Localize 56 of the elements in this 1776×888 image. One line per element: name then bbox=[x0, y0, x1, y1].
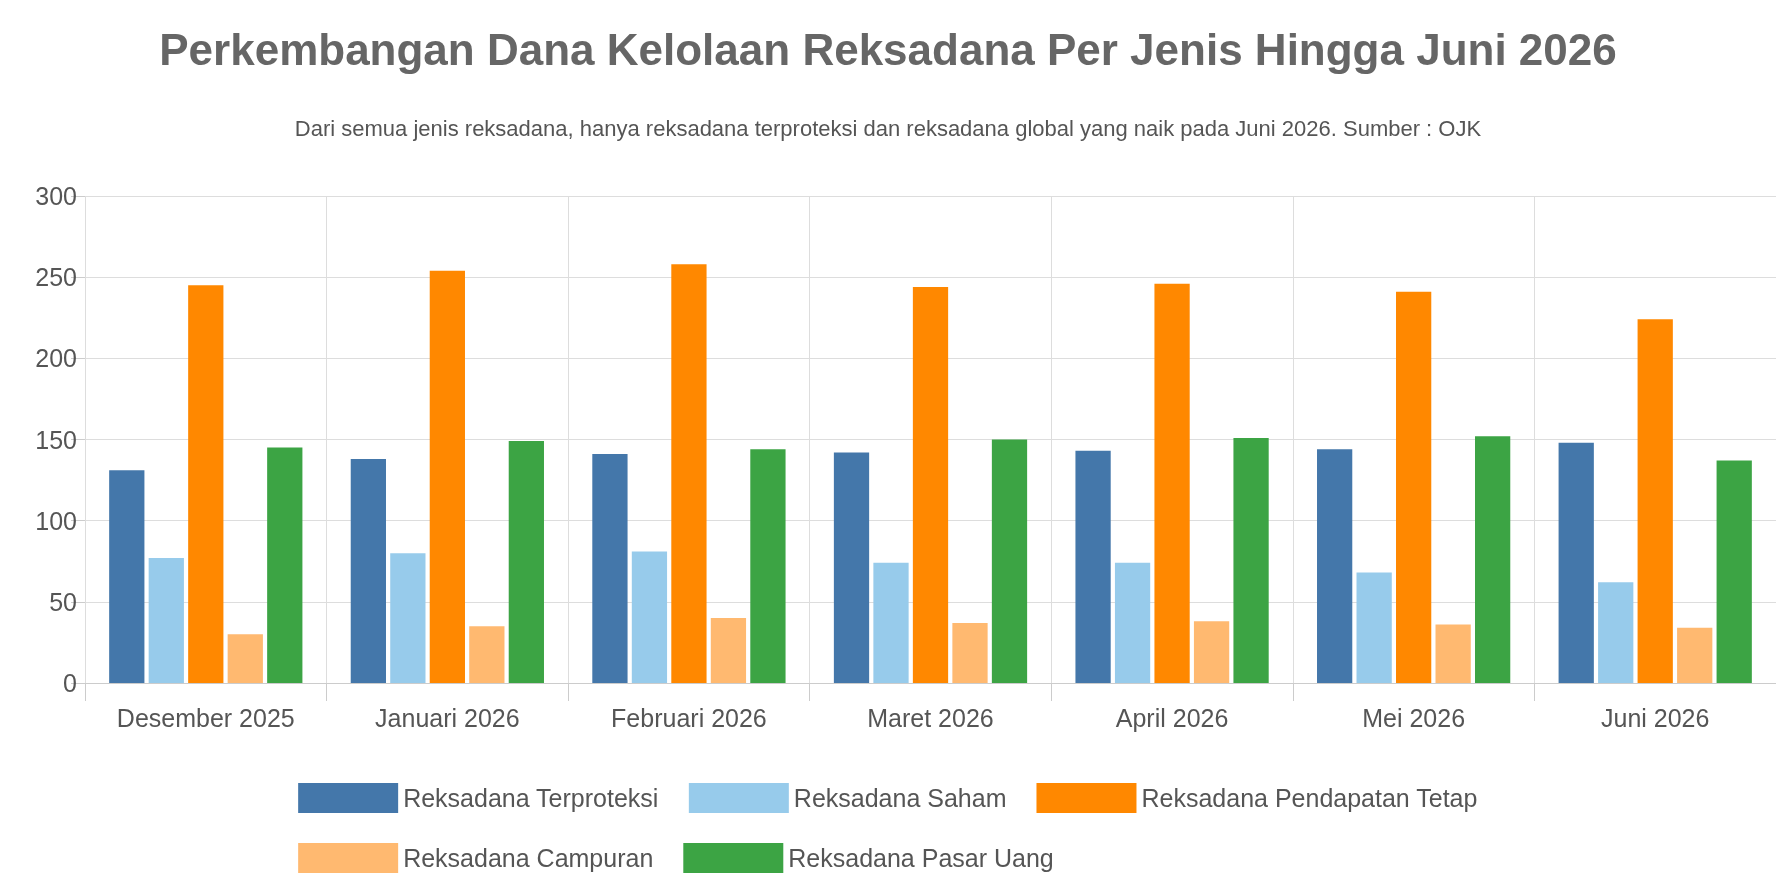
bar bbox=[188, 285, 224, 683]
bar bbox=[508, 441, 544, 683]
y-tick-label: 150 bbox=[35, 425, 77, 454]
bar bbox=[1396, 291, 1432, 683]
bar bbox=[227, 634, 263, 683]
bar bbox=[631, 551, 668, 683]
bar bbox=[1475, 436, 1511, 683]
x-tick-label: Februari 2026 bbox=[611, 703, 767, 732]
bar bbox=[1435, 624, 1471, 683]
bar bbox=[1716, 460, 1752, 683]
y-tick-label: 300 bbox=[35, 182, 77, 210]
x-tick-label: Mei 2026 bbox=[1362, 703, 1466, 732]
bar bbox=[873, 562, 909, 683]
legend-label: Reksadana Pendapatan Tetap bbox=[1141, 784, 1478, 812]
x-tick-label: Desember 2025 bbox=[116, 703, 295, 732]
x-tick-label: Januari 2026 bbox=[375, 703, 520, 732]
bar bbox=[750, 449, 786, 683]
y-tick-label: 250 bbox=[35, 263, 77, 292]
bar bbox=[267, 447, 303, 683]
bar bbox=[592, 454, 628, 683]
bar bbox=[1356, 572, 1392, 683]
bar bbox=[1075, 450, 1111, 683]
bar bbox=[1677, 627, 1713, 683]
bar bbox=[952, 622, 988, 683]
bar bbox=[390, 553, 426, 683]
bar bbox=[350, 458, 386, 683]
bar bbox=[671, 264, 707, 683]
bar bbox=[1114, 562, 1151, 683]
chart-subtitle: Dari semua jenis reksadana, hanya reksadana terproteksi dan reksadana global yang naik pada Juni 2026. Sumber : OJK bbox=[294, 115, 1482, 141]
y-tick-label: 200 bbox=[35, 344, 77, 373]
bar bbox=[1637, 319, 1673, 683]
bar bbox=[991, 439, 1028, 683]
bar bbox=[469, 626, 505, 683]
y-tick-label: 50 bbox=[49, 587, 77, 616]
bar bbox=[1193, 621, 1230, 683]
x-tick-label: Maret 2026 bbox=[867, 703, 994, 732]
bar bbox=[429, 270, 465, 683]
legend-label: Reksadana Saham bbox=[793, 784, 1007, 812]
bar bbox=[833, 452, 870, 683]
bar bbox=[912, 286, 949, 683]
bar bbox=[1558, 442, 1594, 683]
y-tick-label: 0 bbox=[63, 669, 77, 697]
x-tick-label: April 2026 bbox=[1115, 703, 1229, 732]
bar bbox=[710, 618, 747, 683]
bar bbox=[1233, 437, 1269, 683]
x-tick-label: Juni 2026 bbox=[1601, 703, 1710, 732]
bar bbox=[1317, 449, 1353, 683]
y-tick-label: 100 bbox=[35, 506, 77, 535]
bar bbox=[1598, 582, 1634, 683]
bar bbox=[1154, 283, 1190, 683]
legend-label: Reksadana Terproteksi bbox=[403, 784, 659, 812]
bar bbox=[109, 470, 145, 683]
chart-title: Perkembangan Dana Kelolaan Reksadana Per Jenis Hingga Juni 2026 bbox=[159, 24, 1617, 74]
bar bbox=[148, 558, 184, 683]
legend-label: Reksadana Pasar Uang bbox=[788, 844, 1054, 872]
legend-label: Reksadana Campuran bbox=[403, 844, 654, 872]
